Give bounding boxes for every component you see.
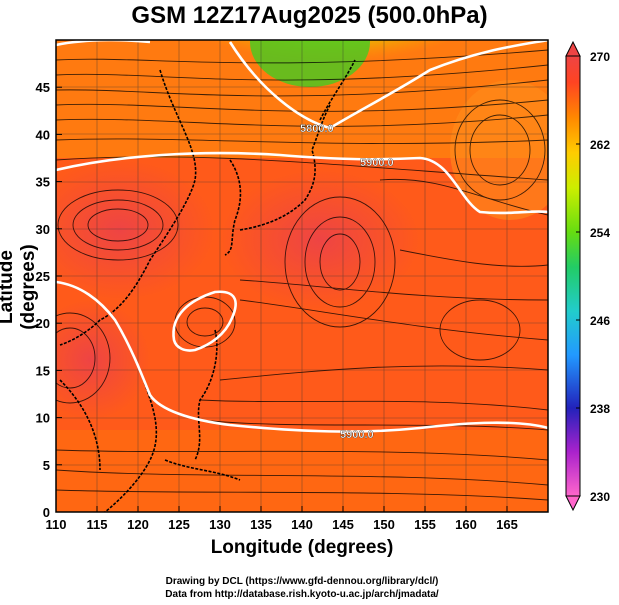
- colorbar-max-arrow: [565, 40, 581, 57]
- y-tick-label: 5: [43, 458, 50, 473]
- x-tick-label: 120: [127, 517, 149, 532]
- y-axis-ticks: 0 5 10 15 20 25 30 35 40 45: [36, 80, 62, 520]
- x-axis-ticks: 110 115 120 125 130 135 140 145 150 155 160 165: [46, 506, 518, 532]
- map-title: GSM 12Z17Aug2025 (500.0hPa): [131, 2, 488, 29]
- x-tick-label: 155: [414, 517, 436, 532]
- credit-drawing: Drawing by DCL (https://www.gfd-dennou.o…: [165, 576, 439, 587]
- contour-label: 5900.0: [360, 157, 394, 169]
- colorbar-tick-label: 254: [590, 226, 610, 240]
- y-tick-label: 15: [36, 363, 50, 378]
- x-tick-label: 165: [496, 517, 518, 532]
- y-tick-label: 45: [36, 80, 50, 95]
- x-tick-label: 145: [332, 517, 354, 532]
- x-axis-label: Longitude (degrees): [210, 537, 394, 558]
- x-tick-label: 130: [209, 517, 231, 532]
- y-tick-label: 25: [36, 269, 50, 284]
- colorbar-min-arrow: [565, 495, 581, 512]
- contour-label: 5800.0: [300, 123, 334, 135]
- x-tick-label: 150: [373, 517, 395, 532]
- y-axis-label: Latitude (degrees): [0, 244, 39, 330]
- y-tick-label: 40: [36, 127, 50, 142]
- x-tick-label: 125: [168, 517, 190, 532]
- x-tick-label: 115: [87, 517, 108, 532]
- x-tick-label: 110: [46, 517, 67, 532]
- map-field: [56, 40, 548, 512]
- contour-label: 5900.0: [340, 429, 374, 441]
- x-tick-label: 140: [291, 517, 313, 532]
- colorbar-tick-label: 262: [590, 138, 610, 152]
- credit-data: Data from http://database.rish.kyoto-u.a…: [165, 589, 439, 600]
- y-tick-label: 35: [36, 175, 50, 190]
- colorbar-tick-label: 270: [590, 50, 610, 64]
- colorbar-tick-label: 246: [590, 314, 610, 328]
- y-tick-label: 20: [36, 316, 50, 331]
- y-tick-label: 30: [36, 222, 50, 237]
- colorbar-tick-label: 230: [590, 490, 610, 504]
- x-tick-label: 135: [250, 517, 272, 532]
- colorbar-tick-label: 238: [590, 402, 610, 416]
- y-tick-label: 0: [43, 505, 50, 520]
- x-tick-label: 160: [455, 517, 477, 532]
- y-tick-label: 10: [36, 411, 50, 426]
- colorbar: 230 238 246 254 262 270: [565, 40, 610, 512]
